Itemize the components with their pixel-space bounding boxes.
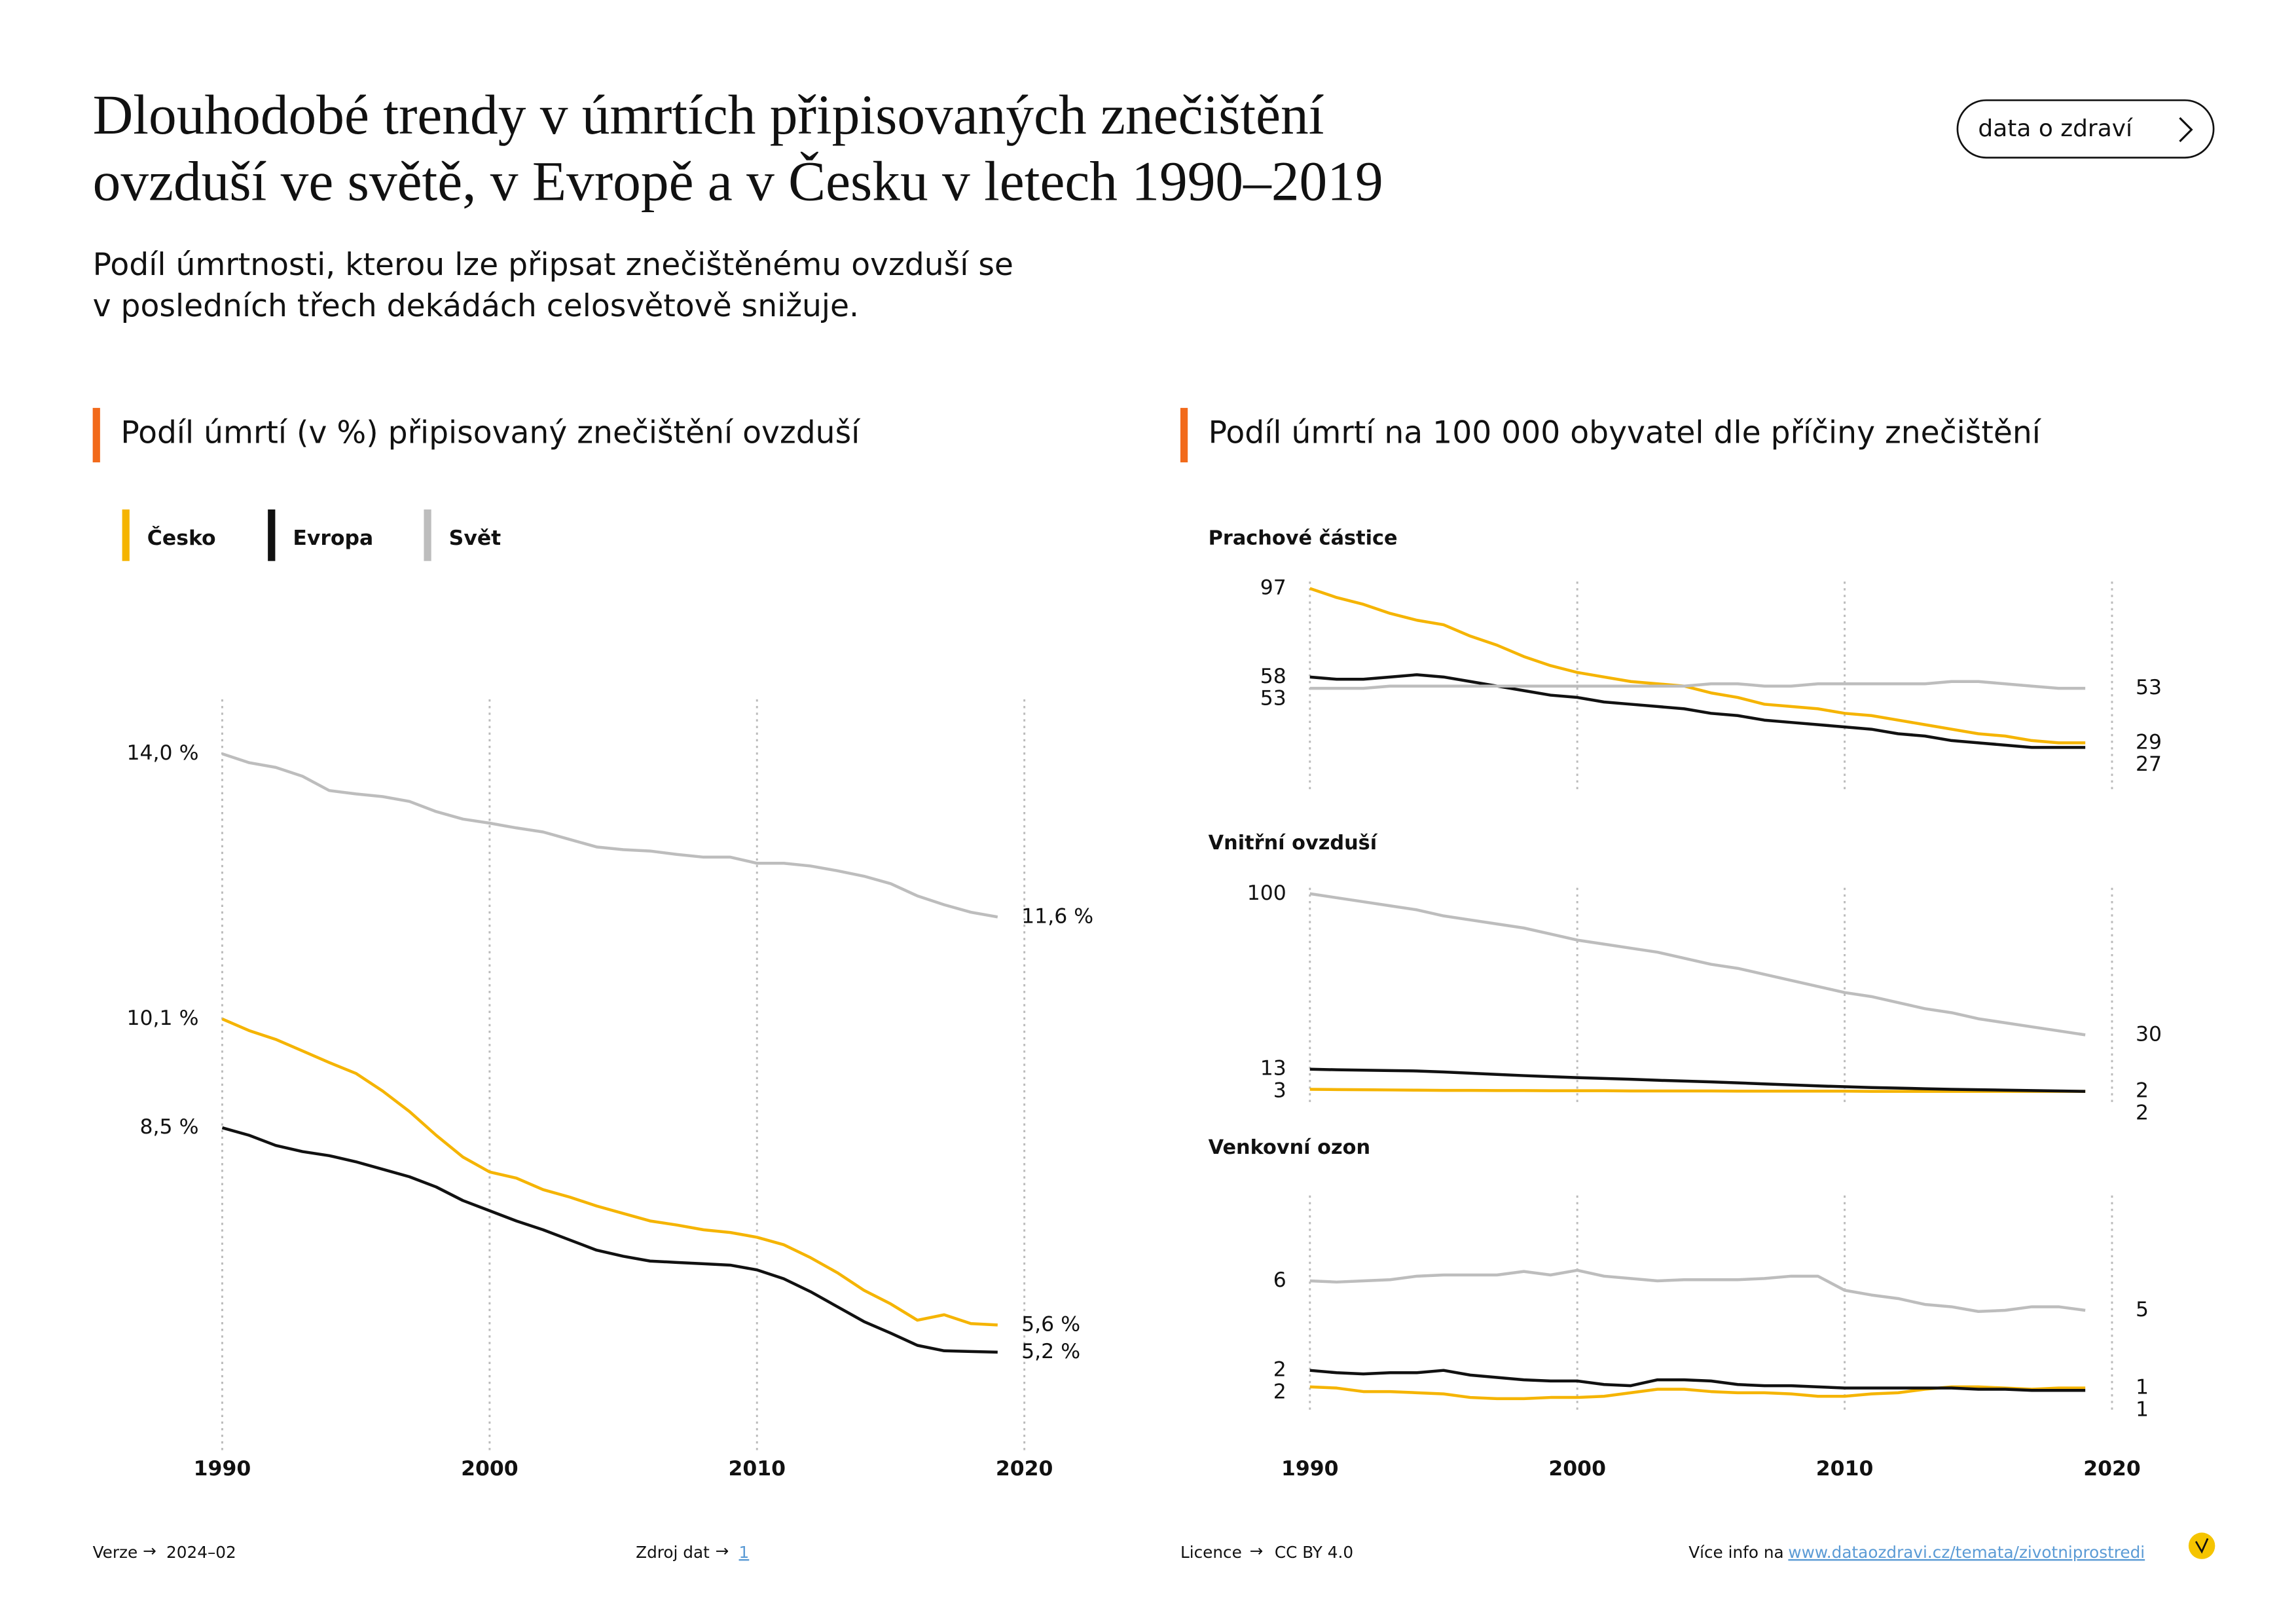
x-tick-label: 2000 — [1548, 1457, 1606, 1481]
end-label: 5,2 % — [1021, 1340, 1080, 1363]
start-label: 2 — [1273, 1358, 1286, 1382]
end-label: 2 — [2136, 1101, 2149, 1124]
panel-title: Prachové částice — [1209, 526, 1398, 549]
series-line — [221, 1018, 998, 1327]
start-label: 2 — [1273, 1380, 1286, 1403]
section-title: Podíl úmrtí (v %) připisovaný znečištění… — [120, 415, 861, 451]
start-label: 13 — [1260, 1057, 1286, 1080]
footer: Verze → 2024–02 Zdroj dat → 1 Licence → … — [93, 1532, 2215, 1562]
x-tick-label: 2010 — [1816, 1457, 1874, 1481]
end-label: 2 — [2136, 1079, 2149, 1103]
start-label: 6 — [1273, 1268, 1286, 1292]
series-line — [221, 1126, 998, 1354]
end-label: 5 — [2136, 1298, 2149, 1321]
end-label: 1 — [2136, 1376, 2149, 1399]
button-label[interactable]: data o zdraví — [1978, 115, 2133, 142]
title-line: ovzduší ve světě, v Evropě a v Česku v l… — [93, 151, 1383, 212]
x-tick-label: 2010 — [728, 1457, 786, 1481]
start-label: 14,0 % — [127, 741, 199, 765]
x-tick-label: 2020 — [996, 1457, 1053, 1481]
button[interactable]: data o zdraví — [1956, 99, 2215, 159]
footer-label: Více info na — [1688, 1543, 1783, 1562]
panel-title: Vnitřní ovzduší — [1209, 832, 1378, 855]
logo-mark — [2195, 1538, 2209, 1554]
legend-swatch — [424, 509, 431, 561]
end-label: 27 — [2136, 752, 2162, 776]
footer-label: Zdroj dat — [636, 1543, 710, 1562]
series-line — [221, 752, 998, 919]
x-tick-label: 1990 — [1281, 1457, 1339, 1481]
start-label: 58 — [1260, 665, 1286, 688]
legend-label: Evropa — [293, 526, 373, 550]
section-marker — [1180, 407, 1188, 463]
info-link[interactable]: www.dataozdravi.cz/temata/zivotniprostre… — [1788, 1543, 2145, 1562]
arrow: → — [143, 1541, 156, 1560]
end-label: 53 — [2136, 676, 2162, 699]
series-line — [1309, 1067, 2086, 1093]
series-line — [1309, 892, 2086, 1037]
end-label: 1 — [2136, 1397, 2149, 1421]
footer-label: Verze — [93, 1543, 138, 1562]
footer-value: 2024–02 — [166, 1543, 236, 1562]
start-label: 10,1 % — [127, 1006, 199, 1030]
button-frame[interactable] — [1956, 99, 2215, 159]
footer-label: Licence — [1180, 1543, 1242, 1562]
series-line — [1309, 680, 2086, 690]
x-tick-label: 2000 — [461, 1457, 519, 1481]
logo — [2188, 1532, 2215, 1559]
subtitle-line: v posledních třech dekádách celosvětově … — [93, 288, 859, 324]
start-label: 97 — [1260, 576, 1286, 600]
series-line — [1309, 1268, 2086, 1314]
x-tick-label: 2020 — [2083, 1457, 2141, 1481]
end-label: 30 — [2136, 1022, 2162, 1046]
start-label: 3 — [1273, 1079, 1286, 1102]
section-title: Podíl úmrtí na 100 000 obyvatel dle příč… — [1209, 415, 2042, 451]
series-line — [1309, 1369, 2086, 1392]
series-line — [1309, 673, 2086, 749]
section-marker — [92, 407, 100, 463]
end-label: 5,6 % — [1021, 1312, 1080, 1336]
start-label: 8,5 % — [140, 1115, 199, 1139]
end-label: 29 — [2136, 730, 2162, 754]
legend-swatch — [268, 509, 276, 561]
arrow: → — [716, 1541, 729, 1560]
source-link[interactable]: 1 — [739, 1543, 750, 1562]
chevron[interactable] — [2179, 117, 2193, 143]
start-label: 53 — [1260, 687, 1286, 710]
end-label: 11,6 % — [1021, 904, 1093, 928]
legend-label: Svět — [449, 526, 501, 550]
series-line — [1309, 1088, 2086, 1093]
legend-label: Česko — [147, 525, 216, 550]
arrow: → — [1250, 1541, 1264, 1560]
x-tick-label: 1990 — [194, 1457, 251, 1481]
title-line: Dlouhodobé trendy v úmrtích připisovanýc… — [93, 84, 1324, 146]
start-label: 100 — [1247, 881, 1286, 905]
panel-title: Venkovní ozon — [1209, 1136, 1370, 1159]
footer-value: CC BY 4.0 — [1275, 1543, 1353, 1562]
legend-swatch — [122, 509, 130, 561]
subtitle-line: Podíl úmrtnosti, kterou lze připsat zneč… — [93, 247, 1013, 283]
series-line — [1309, 587, 2086, 745]
